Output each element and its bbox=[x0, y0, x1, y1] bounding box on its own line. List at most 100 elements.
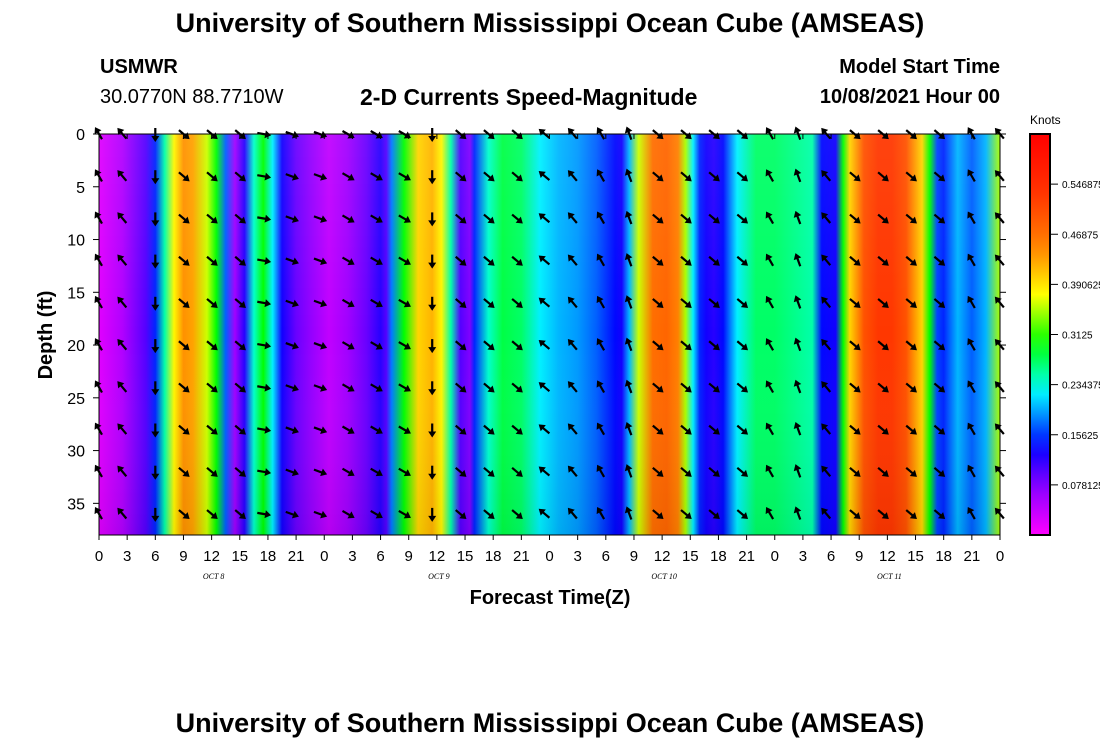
current-arrow bbox=[765, 169, 775, 182]
current-arrow bbox=[736, 298, 749, 308]
current-arrow bbox=[905, 382, 917, 393]
current-arrow bbox=[680, 509, 692, 520]
current-arrow bbox=[370, 298, 383, 308]
current-arrow bbox=[793, 295, 802, 309]
current-arrow bbox=[793, 210, 802, 225]
current-arrow bbox=[234, 509, 246, 520]
x-tick-label: 6 bbox=[376, 548, 384, 565]
current-arrow bbox=[285, 384, 299, 392]
current-arrow bbox=[765, 380, 775, 394]
current-arrow bbox=[708, 382, 720, 393]
current-arrow bbox=[933, 298, 946, 308]
current-arrow bbox=[538, 171, 551, 181]
current-arrow bbox=[178, 171, 190, 182]
current-arrow bbox=[370, 383, 383, 392]
current-arrow bbox=[877, 213, 889, 224]
current-arrow bbox=[483, 467, 495, 477]
current-arrow bbox=[708, 298, 720, 308]
current-arrow bbox=[680, 340, 692, 351]
x-tick-label: 12 bbox=[203, 548, 220, 565]
current-arrow bbox=[905, 424, 917, 435]
current-arrow bbox=[206, 340, 218, 351]
y-tick-label: 30 bbox=[67, 444, 85, 461]
current-arrow bbox=[206, 171, 218, 182]
current-arrow bbox=[206, 213, 218, 224]
current-arrow bbox=[285, 510, 299, 519]
current-arrow bbox=[538, 255, 551, 266]
current-arrow bbox=[736, 382, 749, 393]
current-arrow bbox=[341, 256, 355, 266]
current-arrow bbox=[370, 425, 383, 434]
current-arrow bbox=[849, 255, 861, 266]
current-arrow bbox=[398, 172, 411, 181]
current-arrow bbox=[967, 338, 976, 351]
current-arrow bbox=[967, 422, 976, 436]
x-axis: 0 3 6 9 12 15 18 21 0 3 6 9 12 15 18 21 0 3 6 9 12 15 18 21 0 3 6 9… bbox=[95, 134, 1004, 581]
current-arrow bbox=[736, 213, 749, 224]
current-arrow bbox=[428, 296, 437, 311]
current-arrow bbox=[596, 211, 606, 225]
current-arrow bbox=[285, 173, 299, 181]
current-arrow bbox=[313, 342, 328, 350]
current-arrow bbox=[178, 340, 190, 351]
x-tick-label: 21 bbox=[513, 548, 530, 565]
current-arrow bbox=[708, 340, 720, 351]
current-arrow bbox=[652, 298, 664, 308]
current-arrow bbox=[454, 509, 467, 520]
current-arrow bbox=[341, 425, 355, 434]
current-arrow bbox=[538, 339, 551, 350]
current-arrow bbox=[151, 339, 160, 354]
current-arrow bbox=[178, 382, 190, 393]
current-arrow bbox=[567, 254, 578, 266]
current-arrow bbox=[905, 255, 917, 266]
y-axis-label: Depth (ft) bbox=[35, 291, 57, 380]
x-tick-label: 18 bbox=[260, 548, 277, 565]
current-arrow bbox=[708, 467, 720, 477]
current-arrow bbox=[234, 213, 246, 224]
current-arrow bbox=[257, 383, 272, 392]
x-tick-label: 21 bbox=[964, 548, 981, 565]
current-arrow bbox=[285, 257, 299, 266]
x-tick-label: 3 bbox=[799, 548, 807, 565]
current-arrow bbox=[877, 298, 889, 308]
day-label: OCT 11 bbox=[877, 572, 902, 581]
current-arrow bbox=[821, 423, 832, 435]
current-arrow bbox=[905, 213, 917, 224]
current-arrow bbox=[905, 298, 917, 308]
model-start-value: 10/08/2021 Hour 00 bbox=[819, 86, 1000, 108]
current-arrow bbox=[398, 298, 411, 308]
current-arrow bbox=[398, 509, 411, 519]
current-arrow bbox=[511, 424, 523, 435]
current-arrow bbox=[736, 467, 749, 477]
current-arrow bbox=[151, 507, 160, 522]
current-arrow bbox=[624, 337, 633, 352]
colorbar-tick-label: 0.078125 bbox=[1062, 481, 1100, 492]
current-arrow bbox=[398, 214, 411, 223]
current-arrow bbox=[370, 256, 383, 266]
x-tick-label: 15 bbox=[457, 548, 474, 565]
current-arrow bbox=[567, 381, 578, 393]
station-name: USMWR bbox=[100, 56, 178, 78]
current-arrow bbox=[370, 509, 383, 519]
current-arrow bbox=[624, 506, 633, 520]
current-arrow bbox=[736, 340, 749, 351]
x-tick-label: 0 bbox=[545, 548, 553, 565]
x-tick-label: 15 bbox=[231, 548, 248, 565]
current-arrow bbox=[793, 253, 802, 267]
current-arrow bbox=[285, 468, 299, 477]
current-arrow bbox=[313, 257, 328, 266]
current-arrow bbox=[933, 382, 946, 393]
current-arrow bbox=[624, 295, 633, 309]
current-arrow bbox=[905, 340, 917, 351]
current-arrow bbox=[234, 171, 246, 182]
current-arrow bbox=[877, 509, 889, 520]
current-arrow bbox=[736, 171, 749, 182]
current-arrow bbox=[370, 467, 383, 477]
current-arrow bbox=[151, 423, 160, 438]
page-title: University of Southern Mississippi Ocean… bbox=[175, 8, 925, 38]
current-arrow bbox=[567, 423, 578, 435]
current-arrow bbox=[483, 340, 495, 351]
x-tick-label: 3 bbox=[348, 548, 356, 565]
current-arrow bbox=[117, 423, 128, 435]
x-axis-label: Forecast Time(Z) bbox=[470, 587, 631, 609]
